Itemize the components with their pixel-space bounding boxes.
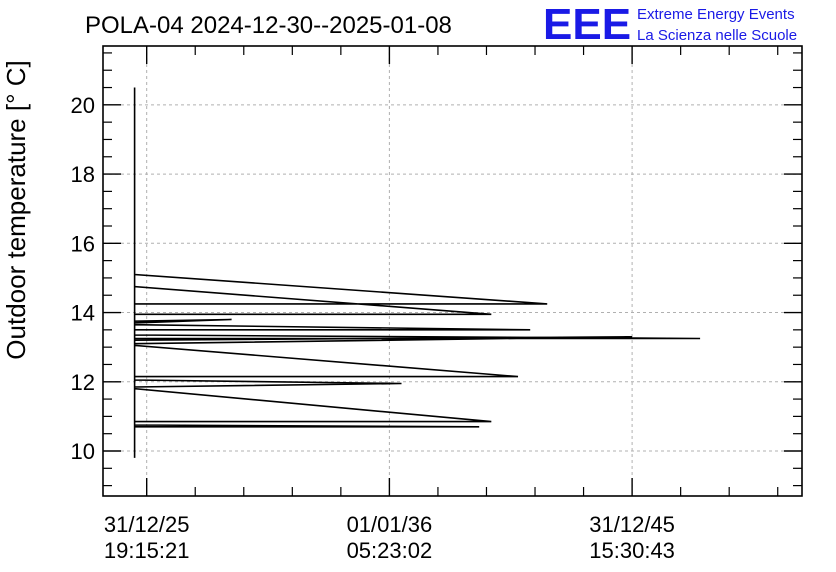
logo-line-1: Extreme Energy Events bbox=[637, 6, 795, 23]
x-tick-time: 19:15:21 bbox=[104, 538, 190, 563]
chart-title: POLA-04 2024-12-30--2025-01-08 bbox=[85, 12, 452, 39]
temperature-series-line bbox=[133, 87, 701, 458]
x-tick-date: 31/12/45 bbox=[589, 512, 675, 537]
grid-lines bbox=[103, 46, 802, 496]
data-series bbox=[133, 87, 701, 458]
y-tick-label: 12 bbox=[71, 370, 95, 395]
x-tick-time: 05:23:02 bbox=[347, 538, 433, 563]
logo-mark: EEE bbox=[543, 0, 631, 49]
eee-logo: EEE Extreme Energy Events La Scienza nel… bbox=[543, 0, 797, 49]
y-tick-label: 20 bbox=[71, 93, 95, 118]
logo-line-2: La Scienza nelle Scuole bbox=[637, 27, 797, 44]
x-tick-date: 31/12/25 bbox=[104, 512, 190, 537]
y-tick-label: 18 bbox=[71, 162, 95, 187]
x-tick-date: 01/01/36 bbox=[347, 512, 433, 537]
y-tick-label: 14 bbox=[71, 301, 95, 326]
y-tick-label: 10 bbox=[71, 439, 95, 464]
y-axis-label: Outdoor temperature [° C] bbox=[1, 60, 31, 359]
y-tick-label: 16 bbox=[71, 231, 95, 256]
plot-frame bbox=[102, 45, 803, 497]
x-tick-time: 15:30:43 bbox=[589, 538, 675, 563]
axis-ticks bbox=[103, 46, 802, 496]
